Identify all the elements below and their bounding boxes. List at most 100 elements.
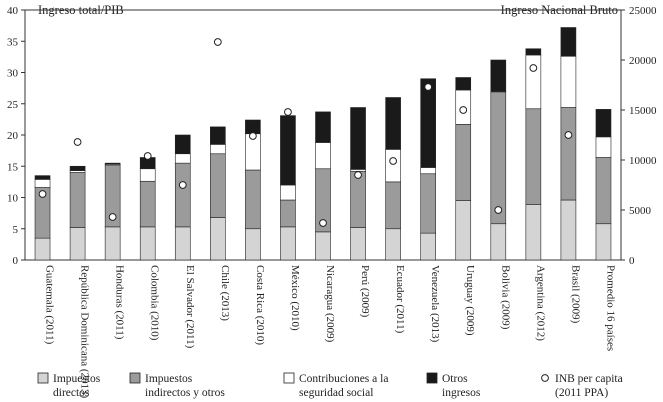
bar-stack (210, 126, 226, 261)
bar-segment-other (525, 48, 542, 56)
bar-stack (595, 109, 612, 261)
right-tick-label: 5000 (629, 205, 652, 217)
bar-segment-other (245, 119, 261, 135)
category-label: Argentina (2012) (534, 265, 546, 341)
left-tick-label: 35 (7, 36, 19, 48)
left-tick-label: 15 (7, 161, 19, 173)
bar-segment-social (420, 167, 436, 175)
gni-marker (284, 108, 292, 116)
gni-marker (248, 132, 257, 140)
bar-segment-indirect (280, 199, 296, 228)
legend-swatch-other (426, 372, 438, 384)
category-label: Costa Rica (2010) (254, 265, 266, 345)
legend-swatch-direct (37, 372, 49, 384)
bar-segment-direct (315, 231, 331, 261)
bar-segment-indirect (420, 173, 436, 234)
gni-marker (459, 106, 468, 114)
legend-label: Otros ingresos (442, 373, 481, 399)
bar-stack (174, 134, 191, 261)
bar-segment-direct (210, 217, 226, 261)
bar-segment-direct (385, 228, 401, 261)
left-axis: 0 5 10 15 20 25 30 35 40 (7, 5, 25, 267)
gni-marker (529, 64, 538, 72)
bar-stack (385, 97, 401, 261)
bar-stacks (34, 27, 612, 261)
legend-item-social: Contribuciones a la seguridad social (283, 372, 388, 399)
bar-stack (245, 119, 261, 261)
bar-segment-other (174, 134, 191, 155)
gni-marker (143, 152, 152, 160)
bar-segment-social (139, 168, 156, 182)
legend-marker-gni (541, 374, 549, 382)
gni-marker (108, 213, 117, 221)
category-label: Bolivia (2009) (499, 265, 511, 330)
bar-segment-indirect (595, 157, 612, 225)
right-tick-label: 20000 (629, 55, 657, 67)
bar-stack (34, 175, 51, 261)
category-label: Nicaragua (2009) (324, 265, 336, 343)
category-label: República Dominicana (2013) (79, 265, 91, 399)
category-label: El Salvador (2011) (184, 265, 196, 349)
legend-swatch-indirect (129, 372, 141, 384)
category-label: Perú (2009) (359, 265, 371, 318)
category-label: Guatemala (2011) (44, 265, 56, 345)
bar-segment-social (174, 153, 191, 164)
left-tick-label: 0 (13, 255, 19, 267)
category-label: Brasil (2009) (569, 265, 581, 324)
bar-stack (455, 77, 472, 261)
bar-stack (525, 48, 542, 261)
left-tick-label: 5 (13, 224, 19, 236)
bar-segment-indirect (139, 180, 156, 228)
bar-segment-direct (560, 199, 577, 261)
bar-segment-indirect (174, 162, 191, 228)
bar-segment-direct (69, 227, 86, 261)
bar-segment-other (350, 107, 366, 170)
bar-segment-social (315, 142, 331, 170)
category-label: Venezuela (2013) (429, 265, 441, 343)
legend-swatch-social (283, 372, 295, 384)
left-tick-label: 10 (7, 193, 19, 205)
legend-item-other: Otros ingresos (426, 372, 481, 399)
bar-segment-social (280, 184, 296, 201)
bar-stack (350, 107, 366, 261)
bar-segment-direct (350, 227, 366, 261)
bar-segment-other (315, 111, 331, 143)
bar-segment-other (385, 97, 401, 150)
bar-segment-indirect (350, 170, 366, 228)
gni-marker (319, 219, 327, 227)
bar-segment-direct (280, 226, 296, 261)
bar-segment-indirect (525, 108, 542, 205)
gni-markers (38, 38, 573, 227)
gni-marker (354, 171, 362, 179)
legend: Impuestos directos Impuestos indirectos y o… (37, 372, 623, 399)
bar-segment-direct (595, 223, 612, 261)
bar-segment-other (595, 109, 612, 138)
bar-segment-other (560, 27, 577, 57)
gni-marker (38, 190, 47, 198)
category-label: Promedio 16 países (604, 265, 616, 351)
bar-segment-social (385, 149, 401, 183)
bar-segment-indirect (560, 107, 577, 201)
bar-segment-indirect (490, 91, 507, 225)
bar-segment-direct (34, 237, 51, 261)
left-tick-label: 30 (7, 68, 19, 80)
bar-segment-indirect (69, 172, 86, 228)
legend-label: INB per capita (2011 PPA) (555, 373, 623, 399)
bar-stack (139, 157, 156, 261)
bar-segment-other (455, 77, 472, 91)
bar-segment-other (420, 78, 436, 168)
category-labels: Guatemala (2011) República Dominicana (20… (44, 265, 617, 399)
category-label: México (2010) (289, 265, 301, 331)
bar-stack (69, 165, 86, 261)
bar-segment-indirect (210, 153, 226, 218)
right-tick-label: 25000 (629, 5, 657, 17)
right-tick-label: 10000 (629, 155, 657, 167)
bar-segment-other (280, 115, 296, 186)
bar-stack (280, 115, 296, 261)
bar-segment-direct (525, 204, 542, 261)
bar-segment-other (104, 162, 121, 165)
gni-marker (73, 138, 82, 146)
right-axis: 0 5000 10000 15000 20000 25000 (621, 5, 657, 267)
category-label: Honduras (2011) (114, 265, 126, 340)
